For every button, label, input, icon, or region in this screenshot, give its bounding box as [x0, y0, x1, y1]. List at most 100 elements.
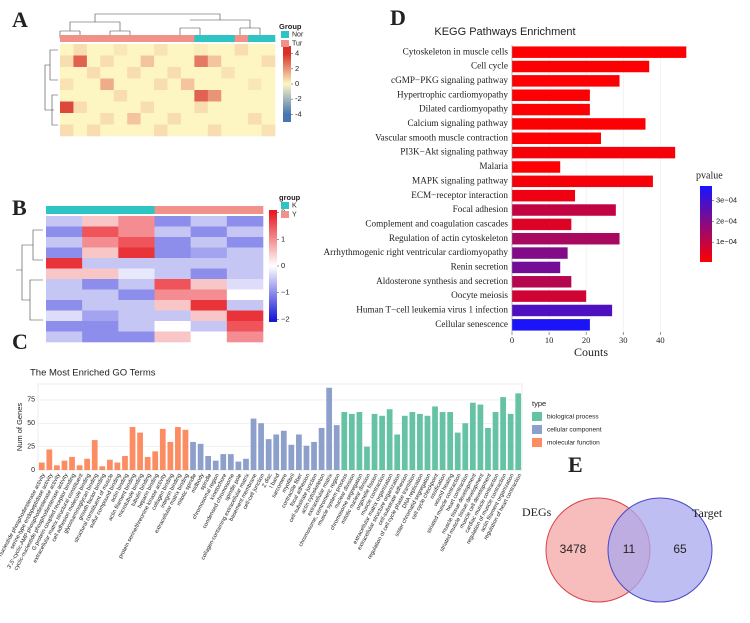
- colorbar-tick-label: -2: [295, 94, 302, 103]
- bar: [318, 427, 325, 470]
- heat-cell: [194, 101, 209, 114]
- legend-label: Tur: [292, 40, 303, 47]
- heat-cell: [234, 90, 249, 102]
- heat-cell: [194, 55, 209, 68]
- heat-cell: [234, 78, 249, 91]
- group-bar: [60, 35, 74, 42]
- heat-cell: [113, 113, 128, 125]
- heat-cell: [226, 310, 264, 322]
- heat-cell: [100, 78, 115, 91]
- heat-cell: [73, 55, 88, 68]
- y-tick-label: 25: [27, 443, 35, 450]
- heat-cell: [46, 300, 83, 311]
- bar: [114, 462, 121, 470]
- y-tick-label: MAPK signaling pathway: [412, 175, 508, 185]
- heat-cell: [167, 55, 182, 68]
- heat-cell: [226, 321, 264, 332]
- heat-cell: [46, 310, 83, 322]
- bar: [280, 430, 287, 470]
- bar: [137, 432, 143, 470]
- panel-label: B: [12, 195, 27, 220]
- heat-cell: [154, 216, 191, 227]
- bar: [512, 46, 687, 58]
- heat-cell: [248, 44, 262, 56]
- heat-cell: [154, 331, 191, 343]
- bar: [364, 446, 370, 470]
- heat-cell: [73, 67, 88, 79]
- heat-cell: [60, 55, 74, 68]
- heat-cell: [221, 67, 235, 79]
- bar: [76, 465, 83, 470]
- legend-swatch: [281, 211, 289, 218]
- heat-cell: [154, 321, 191, 332]
- group-bar: [226, 206, 264, 214]
- bar: [205, 455, 212, 470]
- group-bar: [234, 35, 249, 42]
- heat-cell: [46, 268, 83, 280]
- colorbar-tick-label: 3e−04: [716, 196, 737, 205]
- heat-cell: [248, 55, 262, 68]
- legend-title: group: [279, 193, 301, 202]
- bar: [424, 415, 431, 470]
- x-tick-label: 30: [619, 335, 628, 345]
- legend-title: pvalue: [696, 170, 723, 181]
- y-tick-label: Malaria: [479, 161, 508, 171]
- heat-cell: [248, 78, 262, 91]
- heat-cell: [194, 67, 209, 79]
- heat-cell: [261, 101, 276, 114]
- heat-cell: [167, 113, 182, 125]
- heat-cell: [154, 90, 168, 102]
- panel-label: C: [12, 329, 28, 354]
- heat-cell: [190, 237, 228, 248]
- heat-cell: [180, 90, 195, 102]
- legend-swatch: [281, 202, 289, 209]
- heat-cell: [86, 101, 101, 114]
- group-bar: [140, 35, 155, 42]
- chart-title: KEGG Pathways Enrichment: [434, 26, 575, 38]
- heat-cell: [127, 113, 141, 125]
- heat-cell: [73, 113, 88, 125]
- group-bar: [127, 35, 141, 42]
- heat-cell: [46, 279, 83, 290]
- heat-cell: [118, 310, 155, 322]
- y-tick-label: Focal adhesion: [453, 204, 509, 214]
- heat-cell: [248, 67, 262, 79]
- bar: [273, 434, 280, 470]
- bar: [265, 439, 272, 470]
- y-tick-label: PI3K−Akt signaling pathway: [400, 147, 508, 157]
- bar: [447, 412, 454, 470]
- heat-cell: [73, 101, 88, 114]
- heat-cell: [140, 78, 155, 91]
- legend-swatch: [532, 438, 542, 447]
- panel-label: D: [390, 5, 406, 30]
- heat-cell: [207, 55, 222, 68]
- bar: [159, 428, 166, 470]
- heat-cell: [118, 247, 155, 259]
- heat-cell: [154, 258, 191, 269]
- bar: [175, 427, 181, 470]
- heat-cell: [113, 101, 128, 114]
- bar: [235, 461, 242, 470]
- heat-cell: [190, 226, 228, 238]
- panel-label: A: [12, 7, 28, 32]
- heat-cell: [127, 101, 141, 114]
- heat-cell: [60, 113, 74, 125]
- heat-cell: [140, 101, 155, 114]
- heat-cell: [100, 101, 115, 114]
- set-count: 65: [673, 542, 687, 556]
- bar: [212, 460, 219, 470]
- bar: [379, 415, 385, 470]
- heat-cell: [113, 55, 128, 68]
- heat-cell: [60, 90, 74, 102]
- bar: [311, 441, 317, 470]
- bar: [303, 445, 310, 470]
- heat-cell: [60, 101, 74, 114]
- bar: [288, 444, 295, 470]
- heat-cell: [248, 124, 262, 137]
- dendrogram: [16, 13, 261, 321]
- bar: [512, 132, 601, 145]
- x-tick-label: 40: [656, 335, 665, 345]
- bar: [432, 406, 438, 470]
- colorbar-tick-label: 2e−04: [716, 216, 737, 225]
- heat-cell: [100, 124, 115, 137]
